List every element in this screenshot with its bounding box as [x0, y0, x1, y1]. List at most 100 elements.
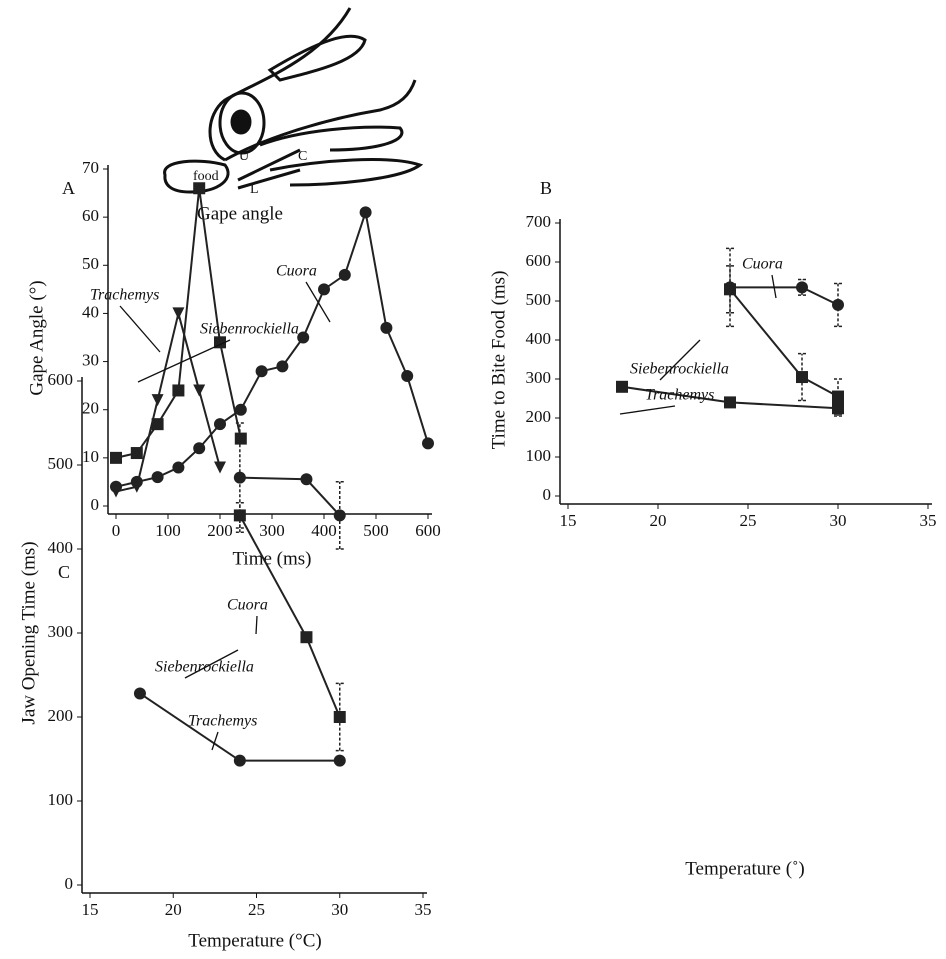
y-tick-label: 20 [82, 399, 99, 418]
food-outline [163, 159, 230, 194]
x-tick-label: 30 [830, 511, 847, 530]
marker [172, 384, 185, 397]
x-tick-label: 25 [740, 511, 757, 530]
marker [832, 402, 844, 415]
series-annotation: Cuora [276, 263, 317, 280]
error-bar [726, 247, 734, 328]
y-tick-label: 0 [543, 485, 552, 504]
marker [133, 687, 146, 700]
series-annotation: Cuora [227, 597, 268, 614]
x-tick-label: 0 [112, 521, 121, 540]
y-tick-label: 60 [82, 206, 99, 225]
marker [380, 321, 393, 334]
marker [234, 432, 247, 445]
x-tick-label: 400 [311, 521, 337, 540]
marker [333, 711, 346, 723]
marker [338, 268, 351, 281]
x-axis-title: Temperature (˚) [685, 858, 804, 879]
marker [193, 182, 206, 195]
chart-panel: 0 100 200 300 400 500 600 700 15 20 25 30 35 Temperat… [488, 178, 936, 879]
x-tick-label: 200 [207, 521, 233, 540]
turtle-head-diagram [163, 7, 424, 194]
annotation-arrow [137, 339, 231, 383]
y-tick-label: 100 [48, 790, 74, 809]
y-tick-label: 400 [48, 538, 74, 557]
marker [172, 307, 185, 320]
x-axis-title: Temperature (°C) [188, 930, 321, 951]
annotation-arrow [771, 274, 777, 299]
panel-label: C [58, 562, 70, 582]
series-line [730, 286, 839, 306]
marker [151, 418, 164, 431]
x-tick-label: 20 [165, 900, 182, 919]
x-tick-label: 600 [415, 521, 441, 540]
y-tick-label: 300 [48, 622, 74, 641]
panel-label: B [540, 178, 552, 198]
annotation-arrow [659, 339, 701, 381]
y-tick-label: 400 [526, 329, 552, 348]
marker [422, 437, 434, 450]
annotation-arrow [119, 305, 161, 353]
marker [193, 442, 206, 455]
x-tick-label: 15 [82, 900, 99, 919]
y-tick-label: 50 [82, 254, 99, 273]
error-bar [335, 481, 344, 550]
lower-jaw [269, 158, 424, 187]
annotation-arrow [184, 649, 239, 679]
marker [300, 473, 313, 486]
series-line [115, 313, 221, 493]
marker [233, 471, 246, 484]
annotation-arrow [305, 281, 331, 323]
diagram-label: food [193, 169, 219, 184]
series-line [238, 514, 341, 718]
marker [276, 360, 289, 373]
x-tick-label: 25 [248, 900, 265, 919]
marker [193, 384, 206, 397]
y-axis-title: Gape Angle (°) [26, 280, 47, 395]
marker [333, 754, 346, 767]
x-tick-label: 35 [415, 900, 432, 919]
error-bar [235, 422, 244, 533]
series-annotation: Trachemys [645, 387, 714, 404]
x-tick-label: 35 [920, 511, 937, 530]
eye [230, 109, 252, 135]
y-tick-label: 0 [91, 495, 100, 514]
series-line [239, 476, 341, 517]
marker [172, 461, 185, 474]
y-tick-label: 200 [48, 706, 74, 725]
y-tick-label: 40 [82, 302, 99, 321]
y-axis-title: Jaw Opening Time (ms) [18, 541, 39, 724]
marker [796, 281, 808, 294]
marker [796, 371, 808, 384]
series-line [729, 288, 839, 398]
x-axis-title: Time (ms) [232, 548, 311, 569]
annotation-arrow [211, 731, 219, 751]
series-annotation: Cuora [742, 256, 783, 273]
marker [110, 451, 122, 464]
marker [832, 390, 844, 403]
marker [255, 365, 268, 378]
marker [724, 396, 736, 409]
marker [151, 471, 164, 484]
marker [359, 206, 372, 219]
chart-panel: 0 10 20 30 40 50 60 70 0 100 200 300 400 500 600 Time (… [26, 158, 440, 569]
y-tick-label: 700 [526, 212, 552, 231]
y-tick-label: 500 [48, 454, 74, 473]
series-line [115, 212, 429, 488]
eye-ring [218, 91, 266, 155]
marker [832, 298, 844, 311]
diagram-label: U [239, 149, 249, 164]
marker [233, 509, 246, 522]
y-tick-label: 10 [82, 447, 99, 466]
marker [214, 418, 226, 431]
series-annotation: Trachemys [188, 713, 257, 730]
x-tick-label: 15 [560, 511, 577, 530]
x-tick-label: 20 [650, 511, 667, 530]
x-tick-label: 30 [331, 900, 348, 919]
marker [724, 283, 736, 296]
diagram-caption: Gape angle [197, 203, 283, 224]
y-axis-title: Time to Bite Food (ms) [488, 271, 509, 450]
y-tick-label: 200 [526, 407, 552, 426]
y-tick-label: 600 [526, 251, 552, 270]
series-annotation: Siebenrockiella [200, 321, 299, 338]
